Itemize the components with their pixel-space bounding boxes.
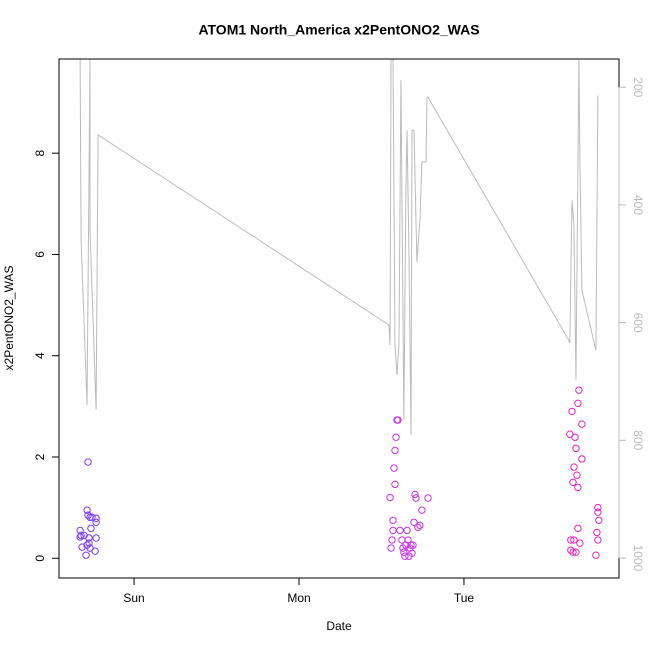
- data-point: [92, 518, 100, 527]
- y-tick-label: 6: [33, 251, 47, 258]
- data-point: [405, 552, 413, 560]
- data-point: [387, 544, 395, 552]
- data-point: [424, 494, 432, 502]
- y-tick-label: 2: [33, 453, 47, 460]
- data-point: [576, 539, 584, 547]
- y-tick-label: 8: [33, 150, 47, 157]
- data-point: [410, 518, 418, 527]
- x-tick-label: Mon: [287, 591, 310, 605]
- data-point: [409, 541, 417, 549]
- data-point: [572, 444, 580, 453]
- data-point: [401, 552, 409, 560]
- plot-area: [76, 59, 603, 560]
- data-point: [568, 407, 576, 416]
- chart-title: ATOM1 North_America x2PentONO2_WAS: [198, 22, 479, 38]
- data-point: [391, 446, 399, 455]
- data-point: [388, 536, 396, 544]
- data-point: [578, 455, 586, 463]
- y-axis-label: x2PentONO2_WAS: [2, 266, 16, 371]
- x-tick-label: Tue: [454, 591, 475, 605]
- data-point: [569, 548, 577, 556]
- data-point: [389, 516, 397, 524]
- y-tick-label: 4: [33, 352, 47, 359]
- data-point: [411, 490, 419, 499]
- y2-tick-label: 1000: [631, 545, 645, 572]
- data-point: [595, 516, 603, 524]
- data-point: [574, 399, 582, 408]
- data-point: [594, 508, 602, 516]
- data-point: [78, 543, 86, 551]
- data-point: [83, 506, 91, 514]
- data-point: [570, 536, 578, 544]
- data-point: [593, 528, 601, 537]
- data-point: [394, 416, 402, 424]
- data-point: [575, 386, 583, 394]
- data-point: [92, 534, 100, 542]
- data-point: [578, 420, 586, 428]
- data-point: [386, 493, 394, 502]
- data-point: [85, 539, 93, 547]
- data-point: [391, 480, 399, 489]
- x-axis-label: Date: [326, 619, 352, 633]
- data-point: [571, 433, 579, 441]
- data-point: [88, 513, 96, 521]
- data-point: [594, 503, 602, 512]
- y2-tick-label: 400: [631, 195, 645, 215]
- y2-tick-label: 600: [631, 313, 645, 333]
- y-tick-label: 0: [33, 555, 47, 562]
- data-point: [403, 526, 411, 535]
- data-point: [396, 526, 404, 535]
- data-point: [392, 433, 400, 441]
- data-point: [87, 524, 95, 533]
- data-point: [574, 483, 582, 492]
- data-point: [594, 536, 602, 544]
- data-point: [570, 463, 578, 471]
- data-point: [572, 548, 580, 556]
- data-point: [418, 506, 426, 514]
- data-point: [76, 533, 84, 541]
- data-point: [84, 458, 92, 466]
- data-point: [84, 511, 92, 519]
- data-point: [573, 471, 581, 479]
- data-point: [407, 541, 415, 549]
- data-point: [574, 524, 582, 533]
- data-point: [567, 536, 575, 544]
- data-point: [390, 464, 398, 472]
- data-point: [86, 544, 94, 552]
- x-tick-label: Sun: [123, 591, 144, 605]
- data-point: [85, 534, 93, 542]
- data-point: [400, 548, 408, 556]
- data-point: [82, 551, 90, 559]
- data-point: [569, 478, 577, 487]
- data-point: [592, 551, 600, 559]
- data-point: [567, 546, 575, 554]
- data-point: [92, 514, 100, 522]
- data-point: [389, 526, 397, 535]
- data-line: [79, 59, 599, 436]
- data-point: [416, 521, 424, 530]
- data-point: [77, 531, 85, 540]
- y2-tick-label: 800: [631, 430, 645, 450]
- data-point: [412, 494, 420, 502]
- data-point: [414, 523, 422, 532]
- y2-tick-label: 200: [631, 77, 645, 97]
